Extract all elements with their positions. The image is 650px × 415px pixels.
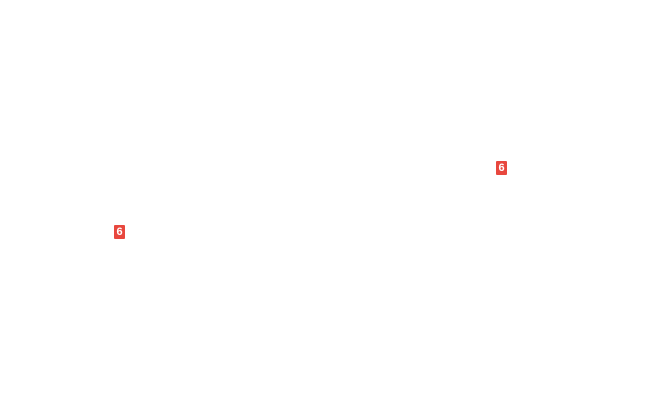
callout-marker[interactable]: 6 [496, 161, 507, 175]
callout-marker[interactable]: 6 [114, 225, 125, 239]
